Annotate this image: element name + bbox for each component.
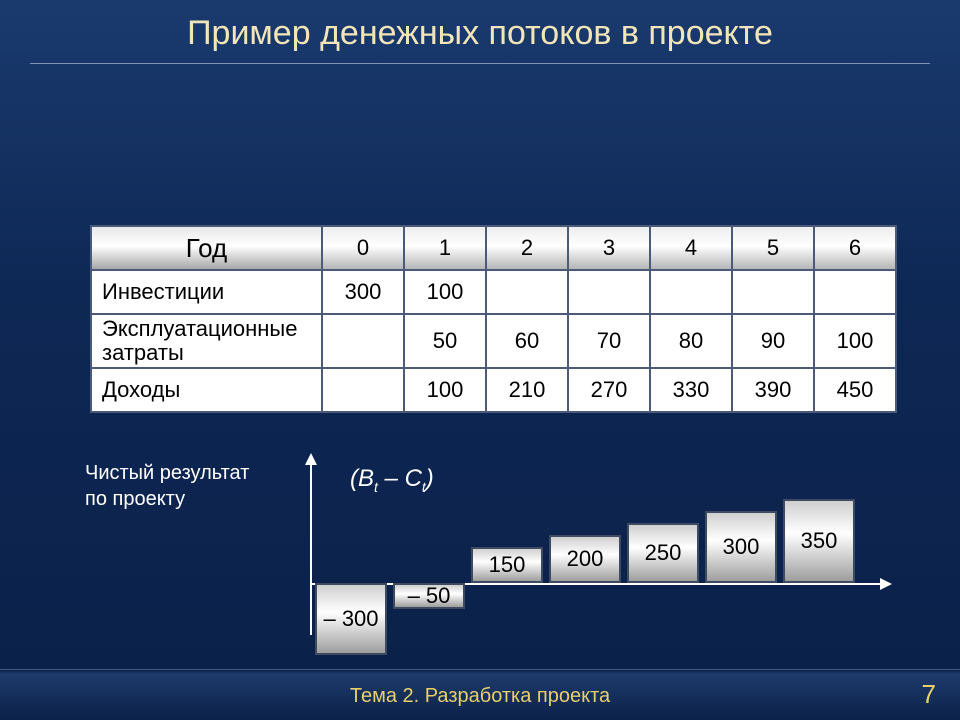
cell: 450 — [814, 368, 896, 412]
header-year-label: Год — [91, 226, 322, 270]
bar: 350 — [783, 499, 855, 583]
table-row: Эксплуатационные затраты 50 60 70 80 90 … — [91, 314, 896, 368]
cell: 70 — [568, 314, 650, 368]
cell: 100 — [404, 368, 486, 412]
net-label-line1: Чистый результат — [85, 462, 249, 484]
bar: – 300 — [315, 583, 387, 655]
cell: 300 — [322, 270, 404, 314]
row-label-income: Доходы — [91, 368, 322, 412]
row-label-opex: Эксплуатационные затраты — [91, 314, 322, 368]
slide-title: Пример денежных потоков в проекте — [0, 0, 960, 64]
cell: 100 — [814, 314, 896, 368]
cell: 100 — [404, 270, 486, 314]
cell: 270 — [568, 368, 650, 412]
header-year-0: 0 — [322, 226, 404, 270]
table-row: Доходы 100 210 270 330 390 450 — [91, 368, 896, 412]
header-year-6: 6 — [814, 226, 896, 270]
y-axis — [310, 455, 312, 635]
slide: Пример денежных потоков в проекте Год 0 … — [0, 0, 960, 720]
waterfall-chart: Чистый результат по проекту (Bt – Ct) – … — [85, 455, 885, 675]
cell — [814, 270, 896, 314]
cell — [322, 314, 404, 368]
bar: – 50 — [393, 583, 465, 609]
cell: 330 — [650, 368, 732, 412]
header-year-1: 1 — [404, 226, 486, 270]
bars-container: – 300– 50150200250300350 — [315, 455, 875, 655]
table-header-row: Год 0 1 2 3 4 5 6 — [91, 226, 896, 270]
cell: 210 — [486, 368, 568, 412]
net-result-label: Чистый результат по проекту — [85, 460, 249, 512]
footer-text: Тема 2. Разработка проекта — [0, 685, 960, 708]
net-label-line2: по проекту — [85, 488, 185, 510]
cell — [568, 270, 650, 314]
bar: 200 — [549, 535, 621, 583]
header-year-4: 4 — [650, 226, 732, 270]
cell — [486, 270, 568, 314]
page-number: 7 — [922, 679, 936, 710]
cell: 80 — [650, 314, 732, 368]
bar: 250 — [627, 523, 699, 583]
cell: 50 — [404, 314, 486, 368]
cell: 60 — [486, 314, 568, 368]
table-row: Инвестиции 300 100 — [91, 270, 896, 314]
cashflow-table: Год 0 1 2 3 4 5 6 Инвестиции 300 100 Экс… — [90, 225, 897, 413]
cell: 390 — [732, 368, 814, 412]
bar: 300 — [705, 511, 777, 583]
header-year-2: 2 — [486, 226, 568, 270]
row-label-invest: Инвестиции — [91, 270, 322, 314]
header-year-5: 5 — [732, 226, 814, 270]
cell: 90 — [732, 314, 814, 368]
cell — [732, 270, 814, 314]
cell — [650, 270, 732, 314]
cell — [322, 368, 404, 412]
header-year-3: 3 — [568, 226, 650, 270]
bar: 150 — [471, 547, 543, 583]
